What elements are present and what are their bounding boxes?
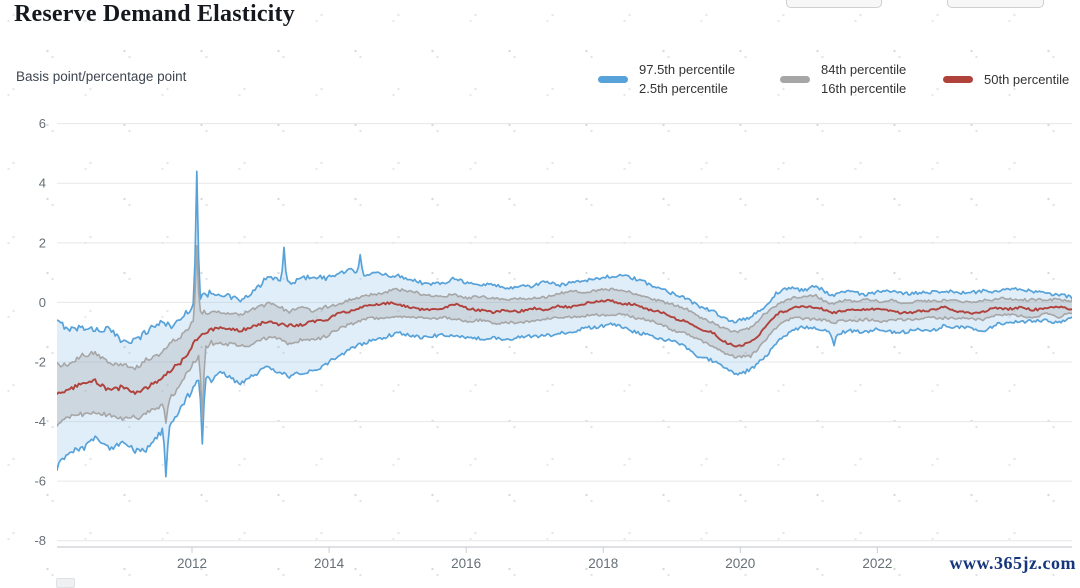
series-line-2.5th-percentile xyxy=(57,316,1072,478)
x-tick-label: 2016 xyxy=(451,556,481,571)
y-tick-label: -8 xyxy=(34,533,46,548)
page-title: Reserve Demand Elasticity xyxy=(14,1,295,27)
watermark: www.365jz.com xyxy=(949,553,1076,573)
series-line-84th-percentile xyxy=(57,245,1072,371)
x-tick-label: 2014 xyxy=(314,556,345,571)
legend-swatch-gray xyxy=(780,75,810,83)
y-tick-label: 2 xyxy=(39,235,46,250)
band-97.5th-percentile xyxy=(57,171,1072,477)
band-84th-percentile xyxy=(57,245,1072,426)
series-line-97.5th-percentile xyxy=(57,170,1072,345)
legend-swatch-red xyxy=(943,75,973,83)
legend-swatch-blue xyxy=(598,75,628,83)
legend-item-50-percentile[interactable]: 50th percentile xyxy=(943,57,1069,101)
legend-item-84-16-percentile[interactable]: 84th percentile 16th percentile xyxy=(780,57,906,101)
x-tick-label: 2012 xyxy=(177,556,207,571)
series-line-50th-percentile xyxy=(57,298,1072,395)
y-axis-title: Basis point/percentage point xyxy=(16,69,187,84)
legend-label: 84th percentile xyxy=(821,62,907,77)
legend-label: 2.5th percentile xyxy=(639,81,728,96)
y-gridlines xyxy=(57,123,1072,542)
series-line-16th-percentile xyxy=(57,312,1072,427)
legend-label: 97.5th percentile xyxy=(639,62,736,77)
bottom-partial-box xyxy=(56,578,75,588)
x-tick-label: 2018 xyxy=(588,556,618,571)
legend-label: 50th percentile xyxy=(984,71,1070,87)
x-tick-label: 2020 xyxy=(725,556,755,571)
x-axis xyxy=(57,546,1072,553)
chart-legend: 97.5th percentile 2.5th percentile 84th … xyxy=(598,57,1078,101)
x-tick-label: 2022 xyxy=(862,556,892,571)
legend-label: 16th percentile xyxy=(821,81,907,96)
series-group xyxy=(57,170,1072,478)
y-tick-label: 6 xyxy=(39,116,46,131)
axis-labels: 6 4 2 0 -2 -4 -6 -8 2012 2014 2016 2018 2020 2022 xyxy=(34,116,892,571)
y-tick-label: -2 xyxy=(34,354,46,369)
legend-item-97-2.5-percentile[interactable]: 97.5th percentile 2.5th percentile xyxy=(598,57,735,101)
y-tick-label: -4 xyxy=(34,414,46,429)
y-tick-label: 0 xyxy=(39,295,46,310)
top-partial-button-2[interactable] xyxy=(947,0,1044,8)
top-partial-button-1[interactable] xyxy=(786,0,882,8)
y-tick-label: -6 xyxy=(34,474,46,489)
y-tick-label: 4 xyxy=(39,176,46,191)
